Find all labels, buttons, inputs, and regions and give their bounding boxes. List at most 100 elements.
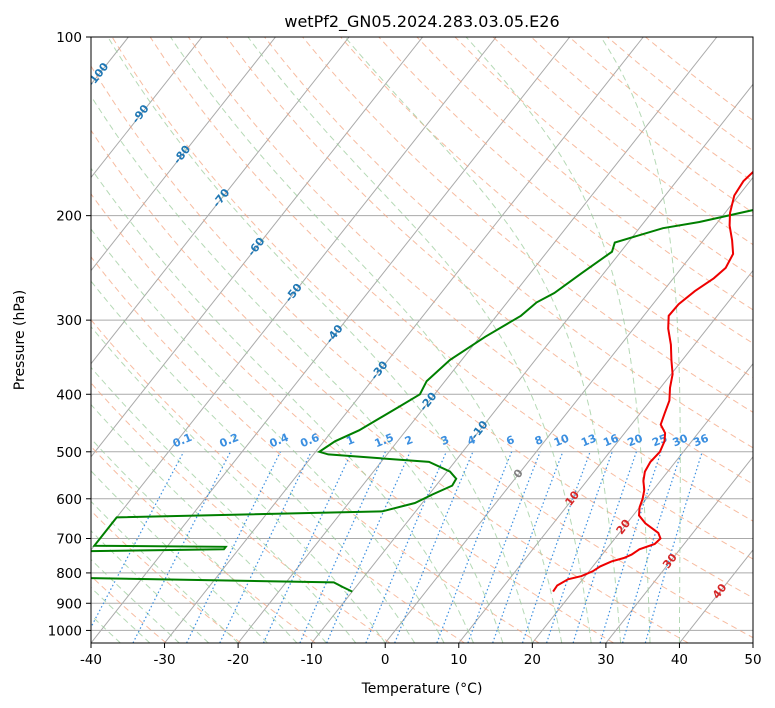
dry-adiabat-line — [91, 129, 689, 643]
mixing-ratio-line — [91, 451, 185, 629]
moist-adiabat-line — [91, 500, 239, 643]
y-tick-label: 500 — [56, 445, 82, 461]
dry-adiabat-line — [91, 510, 242, 643]
mixing-ratio-label: 6 — [504, 433, 516, 448]
y-tick-label: 800 — [56, 566, 82, 582]
y-tick-label: 100 — [56, 30, 82, 46]
x-tick-label: -40 — [80, 652, 102, 668]
dry-adiabat-line — [225, 37, 753, 485]
isopleth-labels: -100-90-80-70-60-50-40-30-20-10010203040… — [84, 60, 730, 601]
moist-adiabat-line — [91, 558, 180, 643]
mixing-ratio-line — [299, 451, 386, 643]
mixing-ratio-line — [467, 451, 541, 643]
moist-adiabat-line — [91, 280, 416, 643]
moist-adiabat-line — [91, 95, 504, 643]
dry-adiabat-line — [91, 382, 391, 643]
mixing-ratio-line — [186, 451, 281, 643]
moist-adiabat-line — [0, 37, 62, 643]
mixing-ratio-line — [492, 451, 564, 643]
x-tick-label: -10 — [301, 652, 323, 668]
isotherm-line — [91, 37, 203, 179]
mixing-ratio-label: 3 — [439, 433, 451, 448]
dry-adiabat-line — [645, 37, 753, 121]
isotherm-line — [384, 176, 753, 643]
isotherm-label: -100 — [84, 60, 111, 90]
dry-adiabat-line — [91, 193, 614, 643]
isotherm-label: -60 — [245, 235, 268, 259]
mixing-ratio-label: 0.1 — [171, 431, 194, 450]
y-tick-label: 400 — [56, 387, 82, 403]
y-tick-label: 600 — [56, 492, 82, 508]
isotherm-label: 40 — [710, 581, 730, 601]
mixing-ratio-label: 0.2 — [218, 431, 241, 450]
dry-adiabat-line — [530, 37, 753, 214]
x-tick-label: -20 — [227, 652, 249, 668]
moist-adiabat-line — [91, 530, 210, 643]
x-tick-label: 20 — [524, 652, 541, 668]
mixing-ratio-line — [572, 451, 637, 643]
dry-adiabat-line — [91, 575, 167, 643]
isotherm-line — [237, 37, 718, 643]
mixing-ratio-label: 13 — [579, 432, 598, 450]
mixing-ratio-line — [546, 451, 613, 643]
x-tick-label: -30 — [154, 652, 176, 668]
isotherm-line — [91, 37, 276, 272]
isotherm-line — [91, 37, 497, 551]
y-axis-ticks: 100 200 300 400 500 600 700 800 900 1000 — [48, 30, 91, 639]
isotherm-label: -50 — [282, 281, 305, 305]
mixing-ratio-label: 2 — [403, 433, 415, 448]
moist-adiabat-line — [91, 228, 445, 643]
y-tick-label: 700 — [56, 532, 82, 548]
chart-title: wetPf2_GN05.2024.283.03.05.E26 — [284, 12, 559, 32]
dry-adiabat-line — [91, 65, 753, 639]
mixing-ratio-line — [326, 451, 411, 643]
mixing-ratio-label: 36 — [691, 432, 710, 450]
isotherm-label: -70 — [210, 186, 233, 210]
isotherm-line — [458, 269, 753, 643]
mixing-ratio-label: 30 — [671, 432, 690, 450]
mixing-ratio-line — [644, 451, 703, 643]
y-axis-label: Pressure (hPa) — [12, 290, 28, 390]
moist-adiabat-line — [465, 37, 651, 643]
mixing-ratio-line — [599, 451, 662, 643]
dry-adiabat-line — [340, 37, 753, 379]
dry-adiabat-line — [91, 256, 540, 643]
mixing-ratio-line — [365, 451, 447, 643]
isotherm-label: -90 — [129, 102, 152, 126]
isotherm-label: 0 — [511, 466, 526, 480]
dry-adiabat-line — [607, 37, 753, 152]
moist-adiabat-line — [170, 37, 563, 643]
x-tick-label: 50 — [744, 652, 761, 668]
isotherm-label: 10 — [562, 488, 582, 508]
mixing-ratio-label: 16 — [601, 432, 620, 450]
moist-adiabat-line — [91, 470, 268, 643]
moist-adiabat-line — [91, 366, 357, 643]
mixing-ratio-label: 10 — [552, 432, 571, 450]
mixing-ratio-label: 0.4 — [268, 431, 291, 450]
moist-adiabat-line — [91, 167, 474, 643]
x-tick-label: 30 — [597, 652, 614, 668]
isotherm-label: 20 — [614, 517, 634, 537]
dry-adiabat-line — [302, 37, 753, 413]
isotherm-label: -80 — [171, 142, 194, 166]
temperature-profile-line — [552, 170, 753, 593]
mixing-ratio-line — [394, 451, 474, 643]
y-tick-label: 200 — [56, 209, 82, 225]
mixing-ratio-label: 1 — [344, 433, 356, 448]
mixing-ratio-line — [262, 451, 353, 643]
mixing-ratio-label: 0.6 — [298, 431, 321, 450]
x-axis-ticks: -40 -30 -20 -10 0 10 20 30 40 50 — [80, 643, 762, 668]
mixing-ratio-line — [521, 451, 591, 643]
y-tick-label: 900 — [56, 596, 82, 612]
x-tick-label: 40 — [671, 652, 688, 668]
moist-adiabat-line — [600, 37, 681, 643]
dry-adiabat-line — [149, 37, 753, 560]
mixing-ratio-line — [622, 451, 683, 643]
isotherm-line — [91, 37, 571, 643]
mixing-ratio-label: 20 — [626, 432, 645, 450]
isotherm-label: -30 — [368, 358, 391, 382]
dry-adiabat-line — [91, 445, 316, 643]
moist-adiabat-line — [91, 586, 151, 643]
background-lines — [0, 37, 753, 643]
y-tick-label: 300 — [56, 313, 82, 329]
